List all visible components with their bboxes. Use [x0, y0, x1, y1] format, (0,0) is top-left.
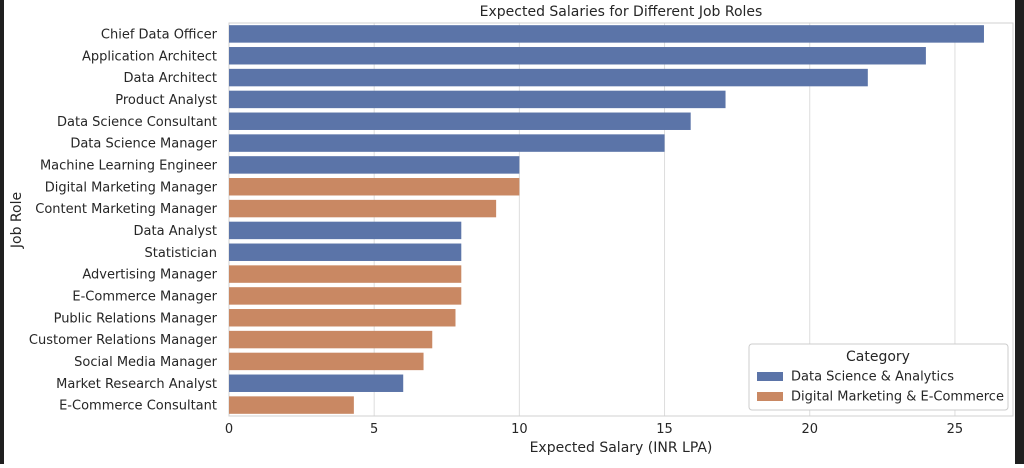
bar	[229, 68, 868, 87]
grid-layer	[228, 22, 1014, 417]
y-tick-label: Advertising Manager	[82, 268, 217, 283]
y-tick-label: Data Science Manager	[70, 137, 217, 152]
x-tick-label: 0	[225, 422, 233, 437]
bar	[229, 199, 497, 218]
y-tick-label: E-Commerce Consultant	[59, 399, 217, 414]
y-tick-label: Product Analyst	[115, 93, 217, 108]
x-tick-label: 15	[656, 422, 673, 437]
window-edge-right	[1015, 0, 1024, 464]
y-tick-label: Chief Data Officer	[101, 27, 218, 42]
x-axis-label: Expected Salary (INR LPA)	[530, 440, 713, 456]
legend-entry-label: Digital Marketing & E-Commerce	[791, 390, 1004, 405]
legend-swatch	[757, 372, 783, 381]
bar	[229, 178, 520, 196]
bar	[229, 287, 462, 305]
legend-box	[748, 343, 1009, 411]
y-tick-label: Data Architect	[124, 71, 217, 86]
bar	[229, 221, 462, 240]
y-tick-label: Market Research Analyst	[56, 377, 217, 392]
x-tick-label: 25	[947, 422, 964, 437]
y-tick-label: Application Architect	[82, 49, 217, 64]
y-tick-label: Content Marketing Manager	[35, 202, 217, 217]
y-tick-label: Machine Learning Engineer	[40, 158, 218, 173]
bar	[229, 352, 424, 371]
x-tick-label: 20	[801, 422, 818, 437]
bar	[229, 25, 984, 43]
bar	[229, 374, 404, 392]
y-tick-label: Customer Relations Manager	[29, 333, 218, 348]
axis-layer: 0 5 10 15 20 25 Chief Data Officer Application …	[29, 27, 963, 437]
y-tick-label: Public Relations Manager	[54, 311, 218, 326]
plot-area-border	[228, 22, 1014, 417]
bar	[229, 243, 462, 261]
y-axis-label: Job Role	[9, 192, 25, 249]
legend-swatch	[757, 392, 783, 401]
window-edge-left	[0, 0, 4, 464]
bar	[229, 90, 726, 109]
bar	[229, 330, 433, 349]
bar	[229, 396, 354, 414]
legend: Category Data Science & Analytics Digital…	[748, 343, 1009, 411]
x-tick-label: 5	[370, 422, 378, 437]
y-tick-label: E-Commerce Manager	[72, 289, 217, 304]
y-tick-label: Statistician	[145, 246, 217, 261]
bar	[229, 309, 456, 327]
legend-title: Category	[846, 349, 910, 365]
x-tick-label: 10	[511, 422, 528, 437]
y-tick-label: Digital Marketing Manager	[45, 180, 218, 195]
bar	[229, 112, 691, 130]
bars-layer	[229, 25, 984, 414]
legend-entry-label: Data Science & Analytics	[791, 370, 954, 385]
y-tick-label: Data Science Consultant	[57, 115, 217, 130]
legend-entries: Data Science & Analytics Digital Marketin…	[757, 370, 1004, 405]
y-tick-label: Social Media Manager	[74, 355, 217, 370]
bar	[229, 47, 926, 65]
bar	[229, 156, 520, 174]
bar	[229, 134, 665, 152]
bar	[229, 265, 462, 283]
chart-title: Expected Salaries for Different Job Role…	[480, 4, 763, 20]
y-tick-label: Data Analyst	[134, 224, 217, 239]
